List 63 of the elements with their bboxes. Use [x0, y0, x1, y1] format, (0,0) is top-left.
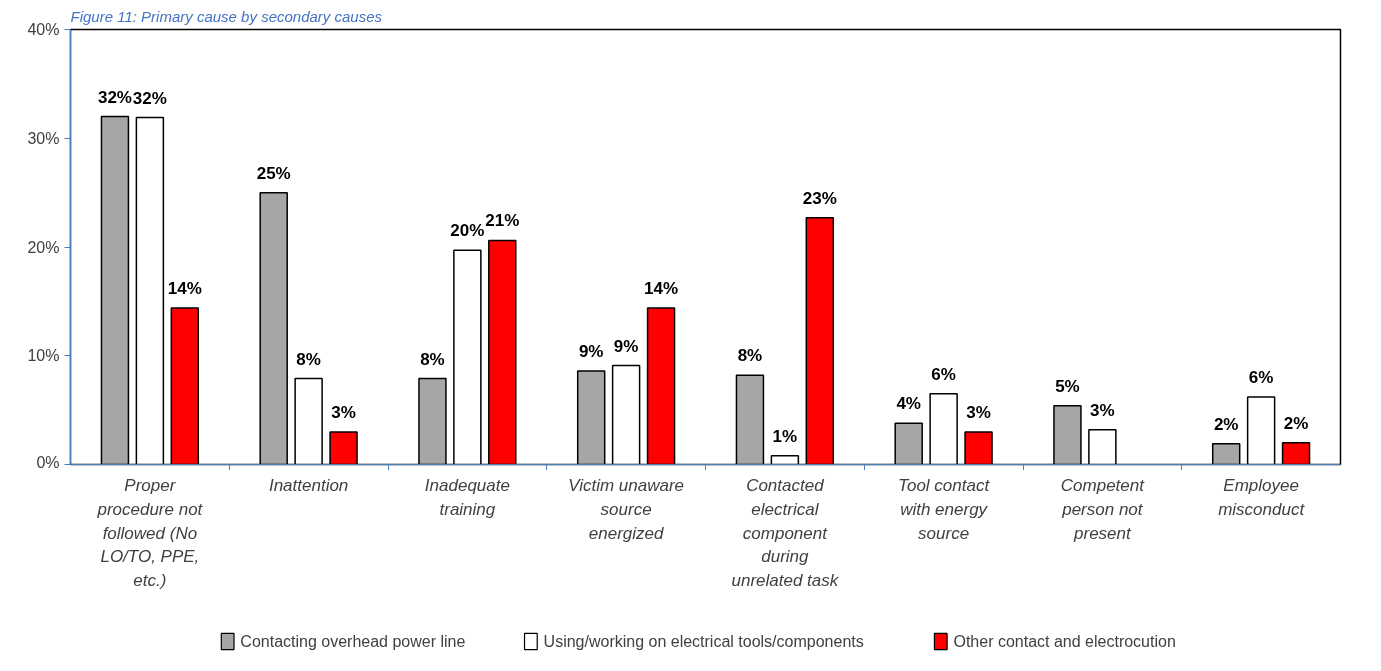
data-label: 32%	[97, 87, 132, 107]
data-label: 14%	[644, 278, 679, 298]
x-tick-label: Proper procedure not followed (No LO/TO, PPE, etc.)	[96, 476, 204, 591]
bar	[646, 307, 676, 465]
data-label: 2%	[1283, 413, 1309, 433]
bar	[805, 216, 835, 465]
data-label: 25%	[256, 163, 291, 183]
bar	[964, 431, 993, 465]
data-label: 6%	[931, 364, 956, 384]
y-tick-label: 20%	[27, 238, 60, 256]
data-label: 8%	[737, 346, 763, 366]
legend-label: Contacting overhead power line	[240, 633, 466, 650]
data-label: 3%	[1090, 400, 1115, 420]
data-label: 9%	[578, 341, 604, 361]
bar	[488, 239, 517, 465]
data-label: 32%	[132, 88, 167, 108]
bar	[1088, 428, 1117, 465]
bar	[576, 370, 606, 465]
bar	[929, 393, 958, 465]
bar	[1053, 405, 1082, 465]
data-label: 3%	[331, 402, 356, 422]
legend-label: Using/working on electrical tools/components	[543, 633, 864, 650]
bar	[894, 422, 923, 465]
data-label: 3%	[966, 402, 991, 422]
bar	[611, 364, 641, 465]
data-label: 20%	[450, 221, 485, 241]
data-label: 1%	[772, 426, 798, 446]
data-label: 8%	[420, 349, 445, 369]
x-tick-label: Employee misconduct	[1218, 476, 1306, 519]
bar	[1211, 443, 1241, 465]
y-tick-label: 10%	[27, 347, 60, 365]
bar	[418, 377, 447, 465]
data-label: 4%	[896, 394, 921, 414]
x-tick-label: Inattention	[268, 476, 349, 496]
data-label: 21%	[485, 211, 520, 231]
data-label: 5%	[1055, 376, 1080, 396]
bar	[100, 115, 130, 465]
chart-title: Figure 11: Primary cause by secondary causes	[70, 7, 383, 25]
bar	[735, 374, 765, 465]
bar	[135, 116, 165, 465]
bar	[1246, 396, 1276, 465]
x-tick-label: Competent person not present	[1060, 476, 1146, 543]
bar	[170, 307, 200, 465]
x-tick-label: Contacted electrical component during unrelated task	[731, 476, 840, 591]
bar	[259, 191, 288, 465]
data-label: 6%	[1248, 368, 1274, 388]
y-tick-label: 0%	[36, 453, 60, 471]
bar	[1281, 442, 1311, 465]
x-tick-label: Tool contact with energy source	[898, 476, 991, 543]
legend-label: Other contact and electrocution	[953, 633, 1176, 650]
data-label: 14%	[167, 278, 202, 298]
y-tick-label: 30%	[27, 129, 60, 147]
data-label: 2%	[1213, 414, 1239, 434]
bar	[329, 431, 358, 465]
x-tick-label: Inadequate training	[424, 476, 510, 519]
y-tick-label: 40%	[27, 21, 60, 38]
data-label: 8%	[296, 349, 321, 369]
bar	[294, 377, 323, 465]
bar	[770, 455, 800, 465]
data-label: 23%	[802, 188, 837, 208]
bar	[453, 249, 482, 465]
x-tick-label: Victim unaware source energized	[568, 476, 685, 543]
data-label: 9%	[613, 336, 639, 356]
